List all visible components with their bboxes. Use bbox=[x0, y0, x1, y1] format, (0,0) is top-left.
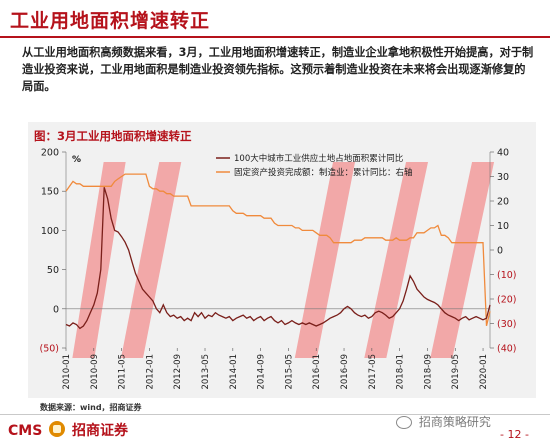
chart-panel: 图：3月工业用地面积增速转正 (50) 0 50 100 150 200% (40) (30)… bbox=[28, 122, 536, 398]
right-tick-label: (10) bbox=[497, 270, 517, 281]
right-tick-label: (20) bbox=[497, 295, 517, 306]
title-rule bbox=[0, 36, 550, 38]
body-paragraph: 从工业用地面积高频数据来看，3月，工业用地面积增速转正，制造业企业拿地积极性开始… bbox=[22, 46, 534, 93]
right-tick-label: (30) bbox=[497, 319, 517, 330]
highlight-band-3 bbox=[294, 162, 356, 358]
x-tick-label: 2018-09 bbox=[423, 354, 433, 390]
x-tick-label: 2010-09 bbox=[90, 354, 100, 390]
right-tick-label: 10 bbox=[497, 221, 509, 232]
logo-text-company: 招商证券 bbox=[72, 423, 129, 439]
page-number: - 12 - bbox=[500, 428, 529, 441]
x-tick-label: 2012-09 bbox=[173, 354, 183, 390]
legend-label-series-1: 100大中城市工业供应土地占地面积累计同比 bbox=[234, 153, 403, 164]
brand-logo: CMS 招商证券 bbox=[8, 420, 128, 440]
left-tick-label: 100 bbox=[41, 226, 59, 237]
x-tick-label: 2014-09 bbox=[257, 354, 267, 390]
x-tick-label: 2017-05 bbox=[368, 354, 378, 390]
highlight-band-4 bbox=[364, 162, 429, 358]
series-line-industrial-land bbox=[65, 187, 491, 330]
right-tick-label: 0 bbox=[497, 246, 503, 257]
logo-text-cms: CMS bbox=[8, 423, 43, 439]
left-axis-unit: % bbox=[72, 155, 81, 165]
legend-label-series-2: 固定资产投资完成额：制造业：累计同比：右轴 bbox=[234, 167, 413, 178]
x-tick-label: 2015-05 bbox=[284, 354, 294, 390]
left-tick-label: 200 bbox=[41, 148, 59, 159]
title-bar: 工业用地面积增速转正 bbox=[0, 0, 550, 40]
x-tick-label: 2016-09 bbox=[340, 354, 350, 390]
right-tick-label: (40) bbox=[497, 344, 517, 355]
left-tick-label: 150 bbox=[41, 187, 59, 198]
left-tick-label: (50) bbox=[39, 344, 59, 355]
x-tick-label: 2011-05 bbox=[118, 354, 128, 390]
right-tick-label: 30 bbox=[497, 172, 509, 183]
slide-title: 工业用地面积增速转正 bbox=[10, 10, 211, 32]
left-tick-label: 0 bbox=[53, 304, 59, 315]
x-tick-label: 2018-01 bbox=[396, 354, 406, 390]
x-tick-label: 2012-01 bbox=[145, 354, 155, 390]
wechat-icon bbox=[396, 416, 412, 429]
chart-title: 图：3月工业用地面积增速转正 bbox=[34, 129, 192, 143]
right-tick-label: 20 bbox=[497, 197, 509, 208]
highlight-band-2 bbox=[121, 162, 182, 358]
x-tick-label: 2019-05 bbox=[451, 354, 461, 390]
left-tick-label: 50 bbox=[47, 265, 59, 276]
x-tick-label: 2010-01 bbox=[62, 354, 72, 390]
x-tick-label: 2014-01 bbox=[229, 354, 239, 390]
footer-rule bbox=[0, 414, 550, 415]
x-tick-label: 2016-01 bbox=[312, 354, 322, 390]
x-tick-label: 2020-01 bbox=[479, 354, 489, 390]
source-note: 数据来源：wind，招商证券 bbox=[40, 403, 142, 412]
chart-svg: (50) 0 50 100 150 200% (40) (30) (20) (10) 0 10 20 30… bbox=[39, 148, 517, 390]
highlight-band-5 bbox=[430, 162, 495, 358]
watermark: 招商策略研究 bbox=[396, 413, 491, 430]
x-tick-label: 2013-05 bbox=[201, 354, 211, 390]
series-line-manufacturing-fai bbox=[65, 173, 491, 327]
watermark-text: 招商策略研究 bbox=[418, 415, 491, 429]
logo-badge-icon bbox=[49, 421, 66, 437]
right-tick-label: 40 bbox=[497, 148, 509, 159]
